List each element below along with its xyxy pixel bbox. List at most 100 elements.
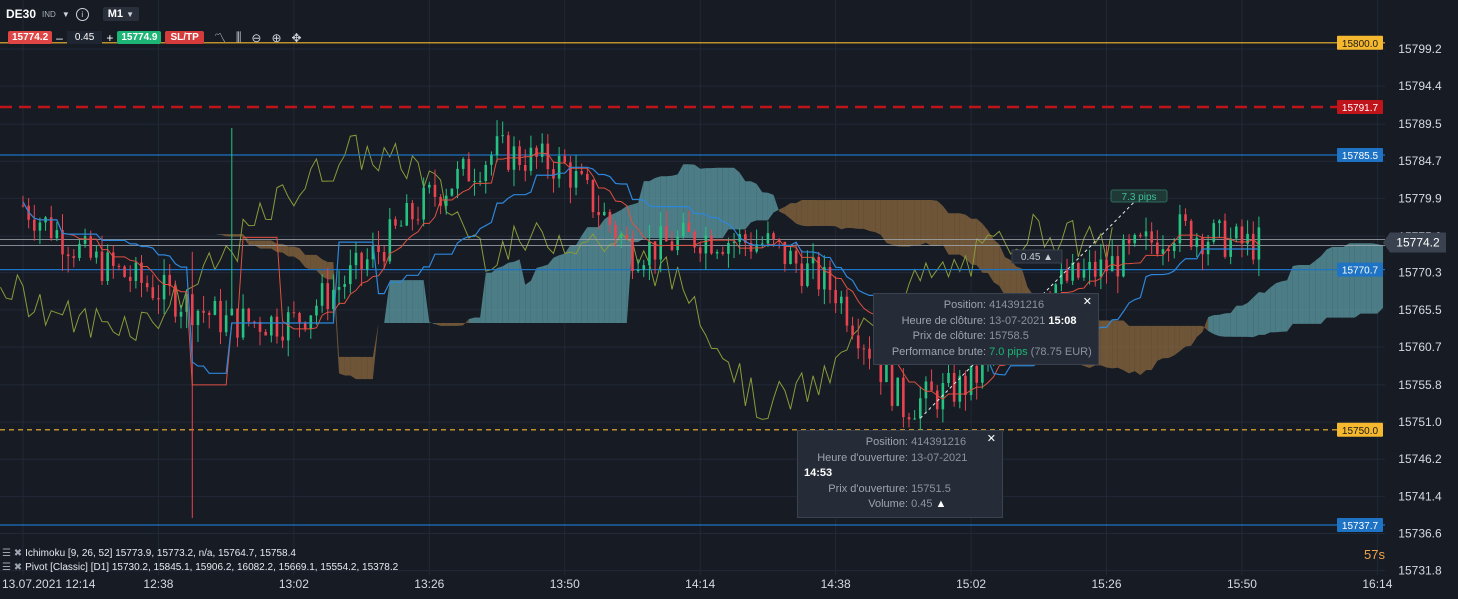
candle-body (665, 226, 668, 242)
ichimoku-cloud-segment (220, 234, 227, 237)
candle-body (918, 398, 922, 419)
ichimoku-cloud-segment (389, 280, 396, 323)
candle-body (461, 158, 465, 169)
candle-body (230, 308, 234, 316)
candle-body (117, 265, 121, 267)
ichimoku-cloud-segment (1304, 264, 1310, 324)
candle-body (913, 418, 916, 420)
dropdown-icon[interactable]: ▼ (61, 9, 70, 19)
candle-body (1144, 231, 1148, 237)
ichimoku-cloud-segment (1100, 320, 1107, 368)
info-icon[interactable]: i (75, 7, 89, 21)
close-icon[interactable]: ✕ (986, 433, 996, 445)
candle-body (377, 245, 380, 253)
timeframe-select[interactable]: M1 ▼ (102, 7, 139, 21)
price-level-tag (1337, 262, 1383, 277)
sell-price-button[interactable]: 15774.2 (8, 31, 53, 44)
candle-body (1229, 238, 1232, 257)
indicator-ichimoku[interactable]: ☰ ✖ Ichimoku [9, 26, 52] 15773.9, 15773.2… (2, 548, 296, 559)
candle-body (1161, 249, 1165, 254)
ichimoku-cloud-segment (1298, 264, 1305, 324)
symbol-name[interactable]: DE30 (6, 7, 37, 21)
candle-body (614, 224, 617, 238)
ichimoku-cloud-segment (1343, 243, 1350, 318)
ichimoku-cloud-segment (897, 200, 904, 247)
ichimoku-cloud-segment (971, 218, 977, 266)
ichimoku-cloud-segment (299, 248, 306, 268)
candle-body (704, 235, 708, 254)
ichimoku-cloud-segment (886, 200, 893, 245)
move-icon[interactable]: ✥ (291, 30, 302, 45)
indicator-pivot[interactable]: ☰ ✖ Pivot [Classic] [D1] 15730.2, 15845.1… (2, 562, 399, 573)
volume-input[interactable]: 0.45 (66, 31, 103, 44)
line-chart-icon[interactable]: 〽 (213, 31, 226, 45)
candle-body (21, 205, 25, 207)
volume-decrease-button[interactable]: – (56, 30, 63, 45)
sltp-button[interactable]: SL/TP (165, 31, 204, 44)
ichimoku-cloud-segment (1292, 264, 1299, 324)
volume-increase-button[interactable]: + (106, 30, 114, 45)
zoom-out-icon[interactable]: ⊖ (251, 30, 262, 45)
trade-volume-badge (1011, 249, 1063, 264)
ichimoku-cloud-segment (1134, 325, 1141, 376)
zoom-in-icon[interactable]: ⊕ (271, 30, 282, 45)
candle-body (648, 241, 651, 266)
close-icon[interactable]: ✕ (1082, 296, 1092, 308)
ichimoku-cloud-segment (361, 356, 368, 380)
candle-body (1060, 269, 1063, 285)
ichimoku-cloud-segment (1270, 283, 1276, 333)
candle-body (563, 155, 567, 163)
candle-body (535, 147, 538, 157)
candle-body (642, 265, 646, 270)
buy-price-button[interactable]: 15774.9 (117, 31, 162, 44)
candle-body (1246, 233, 1249, 244)
time-tick-label: 12:38 (143, 577, 173, 591)
ichimoku-cloud-segment (440, 322, 447, 326)
candle-body (851, 325, 854, 336)
ichimoku-cloud-segment (643, 181, 650, 239)
candle-body (72, 256, 76, 259)
candle-body (1218, 220, 1221, 224)
ichimoku-cloud-segment (310, 254, 317, 271)
ichimoku-cloud-segment (767, 192, 774, 221)
ichimoku-cloud-segment (581, 227, 588, 323)
candles-icon[interactable]: ⫼ (235, 30, 242, 44)
ichimoku-cloud-segment (1140, 325, 1147, 376)
time-tick-label: 13.07.2021 12:14 (2, 577, 96, 591)
candle-countdown: 57s (1364, 547, 1385, 562)
ichimoku-cloud-segment (954, 213, 960, 255)
candle-body (930, 381, 933, 391)
ichimoku-cloud-segment (542, 264, 548, 323)
ichimoku-cloud-segment (745, 181, 751, 230)
candle-body (450, 188, 454, 196)
symbol-type: IND (42, 9, 56, 19)
candle-body (676, 236, 679, 251)
candle-body (371, 245, 375, 260)
candle-body (507, 135, 510, 170)
candle-body (411, 203, 414, 220)
candle-body (811, 256, 815, 264)
candle-body (698, 247, 702, 254)
candle-body (1189, 220, 1193, 248)
candle-body (365, 259, 369, 270)
ichimoku-cloud-segment (530, 267, 537, 323)
candle-body (800, 263, 804, 286)
candle-body (303, 322, 307, 329)
candle-body (518, 146, 521, 165)
candle-body (399, 225, 403, 227)
ichimoku-cloud-segment (559, 253, 565, 323)
ichimoku-cloud-segment (801, 200, 808, 227)
candle-body (935, 390, 939, 410)
ichimoku-cloud-segment (779, 206, 785, 215)
ichimoku-cloud-segment (863, 200, 870, 231)
candle-body (224, 315, 228, 333)
price-tick-label: 15731.8 (1398, 564, 1442, 578)
price-tick-label: 15736.6 (1398, 527, 1442, 541)
ichimoku-cloud-segment (305, 254, 311, 270)
ichimoku-cloud-segment (429, 322, 435, 325)
candle-body (586, 173, 589, 180)
ichimoku-cloud-segment (508, 261, 514, 323)
ichimoku-cloud-segment (807, 200, 814, 227)
ichimoku-cloud-segment (598, 219, 605, 323)
